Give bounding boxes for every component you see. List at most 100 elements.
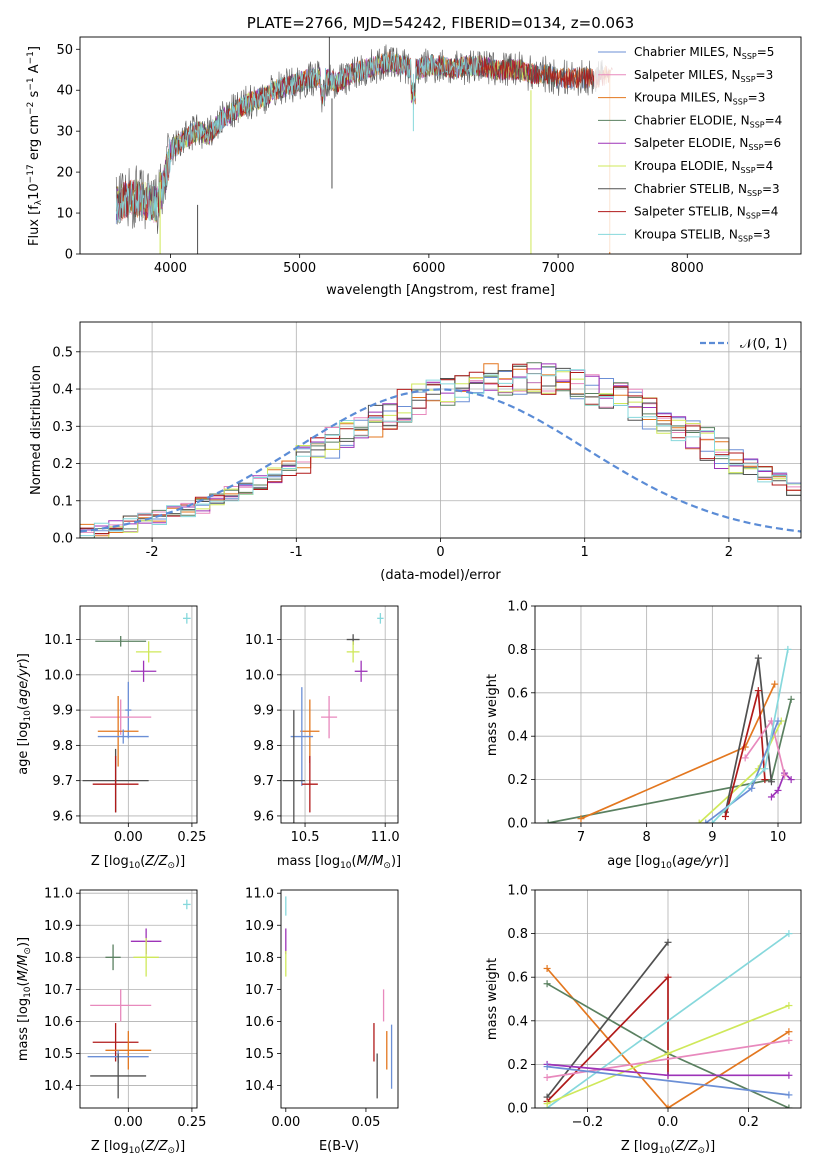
y-tick-label: 9.6: [253, 809, 274, 824]
y-tick-label: 9.8: [52, 739, 73, 754]
legend-entry: 𝒩(0, 1): [740, 337, 787, 352]
mass-weight-marker: [664, 1104, 672, 1108]
y-tick-label: 9.6: [52, 809, 73, 824]
y-tick-label: 0.2: [52, 457, 73, 472]
y-tick-label: 0.4: [507, 1014, 528, 1029]
mass-weight-marker: [781, 771, 789, 779]
errorbar-point: [90, 989, 152, 1022]
errorbar-point: [92, 1023, 139, 1062]
x-axis-label: Z [log10(Z/Z⊙)]: [621, 1139, 715, 1156]
mass-weight-marker: [708, 819, 716, 823]
y-tick-label: 10.5: [245, 1047, 274, 1062]
y-tick-label: 9.8: [253, 739, 274, 754]
mass-weight-marker: [695, 819, 703, 823]
plot-area: [543, 930, 793, 1108]
y-axis-label: Normed distribution: [29, 365, 44, 495]
y-axis-label: Flux [fλ10−17 erg cm−2 s−1 A−1]: [26, 46, 44, 246]
mass-weight-line: [770, 771, 792, 798]
mass-weight-marker: [664, 973, 672, 981]
y-tick-label: 9.9: [253, 704, 274, 719]
grid: [281, 606, 398, 823]
x-tick-label: 7000: [542, 261, 575, 276]
y-tick-label: 11.0: [44, 887, 73, 902]
x-tick-label: 1: [581, 545, 589, 560]
plot-area: [282, 613, 384, 823]
y-tick-label: 10.0: [44, 668, 73, 683]
errorbar-point: [133, 938, 159, 977]
errorbar-point: [183, 899, 191, 910]
mass-weight-marker: [761, 765, 769, 773]
x-tick-label: 11.0: [371, 830, 400, 845]
y-tick-label: 50: [56, 43, 73, 58]
legend-entry: Salpeter MILES, NSSP=3: [634, 68, 773, 84]
y-tick-label: 0.0: [507, 817, 528, 832]
mass-weight-marker: [785, 1071, 793, 1079]
mass-weight-line: [546, 932, 790, 1108]
y-axis-label-part: Flux [f: [27, 205, 42, 246]
x-tick-label: 6000: [412, 261, 445, 276]
errorbar-point: [97, 729, 149, 744]
mass-weight-marker: [785, 930, 793, 938]
mass-weight-marker: [754, 654, 762, 662]
y-tick-label: 10.9: [44, 919, 73, 934]
legend-background: [594, 40, 797, 252]
plot-area: [87, 899, 191, 1099]
panel-mass_vs_ebv: 0.00 0.05 10.4 10.5 10.6 10.7 10.8 10.9 11.0 E(B-…: [245, 887, 399, 1154]
y-tick-label: 40: [56, 84, 73, 99]
histogram-kroupa-stelib: [80, 369, 801, 538]
y-tick-label: 0.4: [52, 383, 73, 398]
x-tick-label: 10: [770, 830, 787, 845]
y-tick-label: 10.8: [245, 951, 274, 966]
y-axis-label-part: λ: [34, 199, 44, 205]
mass-weight-marker: [702, 819, 710, 823]
x-tick-label: 0.00: [114, 830, 143, 845]
y-axis-label-part: A: [27, 64, 42, 77]
mass-weight-marker: [767, 793, 775, 801]
y-tick-label: 10.9: [245, 919, 274, 934]
x-tick-label: 0.00: [271, 1115, 300, 1130]
x-tick-label: 9: [708, 830, 716, 845]
errorbar-point: [301, 755, 318, 813]
mass-weight-marker: [543, 980, 551, 988]
mass-weight-marker: [787, 695, 795, 703]
y-tick-label: 10.6: [44, 1015, 73, 1030]
mass-weight-marker: [767, 778, 775, 786]
mass-weight-marker: [774, 717, 782, 725]
y-tick-label: 9.9: [52, 704, 73, 719]
y-tick-label: 10.1: [44, 633, 73, 648]
y-axis-label: age [log10(age/yr)]: [16, 653, 33, 775]
y-tick-label: 10.4: [245, 1079, 274, 1094]
panel-residuals: -2 -1 0 1 2 0.0 0.1 0.2 0.3 0.4 0.5 (data-model)/er…: [29, 321, 802, 583]
x-tick-label: −0.2: [572, 1115, 604, 1130]
errorbar-point: [90, 699, 152, 735]
mass-weight-marker: [761, 776, 769, 784]
y-tick-label: 10.4: [44, 1079, 73, 1094]
x-axis-label: wavelength [Angstrom, rest frame]: [326, 283, 555, 298]
y-tick-label: 10.1: [245, 633, 274, 648]
y-tick-label: 11.0: [245, 887, 274, 902]
legend-entry: Chabrier STELIB, NSSP=3: [634, 182, 780, 198]
x-tick-label: 8: [643, 830, 651, 845]
y-axis-label: mass weight: [485, 674, 500, 756]
y-axis-label: mass weight: [485, 958, 500, 1040]
y-tick-label: 0.6: [507, 971, 528, 986]
errorbar-point: [105, 944, 121, 971]
mass-weight-marker: [664, 938, 672, 946]
x-tick-label: 0: [436, 545, 444, 560]
axes-frame: [280, 605, 399, 824]
y-tick-label: 0.8: [507, 643, 528, 658]
y-tick-label: 0.2: [507, 773, 528, 788]
grid: [80, 606, 197, 823]
x-tick-label: 0.2: [738, 1115, 759, 1130]
chart-title: PLATE=2766, MJD=54242, FIBERID=0134, z=0…: [247, 14, 634, 32]
axes-frame: [79, 605, 198, 824]
legend: 𝒩(0, 1): [700, 337, 787, 352]
y-tick-label: 0.2: [507, 1058, 528, 1073]
axes-frame: [79, 889, 198, 1109]
y-tick-label: 0.8: [507, 927, 528, 942]
legend-entry: Kroupa STELIB, NSSP=3: [634, 227, 771, 243]
mass-weight-marker: [785, 1036, 793, 1044]
y-axis-label-part: −2: [26, 102, 36, 115]
mass-weight-marker: [543, 1100, 551, 1108]
histogram-kroupa-elodie: [80, 371, 801, 538]
